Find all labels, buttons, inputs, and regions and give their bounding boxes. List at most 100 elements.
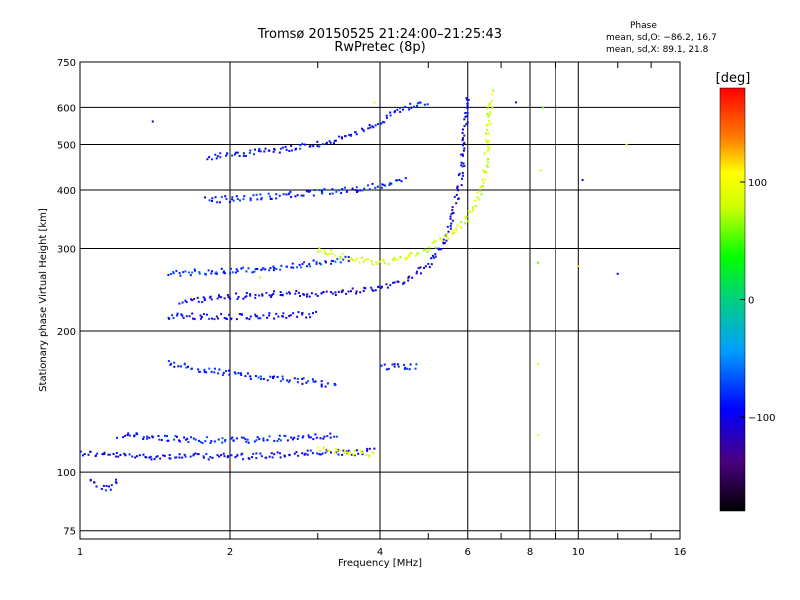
data-point bbox=[220, 296, 223, 299]
data-point bbox=[167, 360, 170, 363]
data-point bbox=[324, 143, 327, 145]
data-point bbox=[259, 452, 262, 455]
data-point bbox=[239, 372, 242, 375]
data-point bbox=[178, 456, 181, 459]
data-point bbox=[223, 455, 226, 458]
data-point bbox=[296, 266, 298, 269]
data-point bbox=[115, 478, 118, 481]
data-point bbox=[457, 189, 459, 192]
data-point bbox=[333, 384, 336, 387]
data-point bbox=[210, 158, 213, 161]
data-point bbox=[184, 270, 187, 273]
data-point bbox=[219, 152, 222, 155]
data-point bbox=[208, 367, 211, 370]
data-point bbox=[100, 488, 103, 490]
data-point bbox=[185, 315, 188, 318]
data-point bbox=[136, 455, 138, 458]
data-point bbox=[83, 453, 86, 455]
data-point bbox=[353, 450, 356, 452]
data-point bbox=[234, 271, 237, 274]
data-point bbox=[487, 123, 490, 126]
data-point bbox=[288, 315, 291, 317]
data-point bbox=[393, 365, 396, 368]
data-point bbox=[307, 434, 310, 437]
data-point bbox=[202, 456, 205, 459]
data-point bbox=[172, 317, 175, 320]
data-point bbox=[301, 142, 304, 145]
data-point bbox=[462, 149, 465, 152]
data-point bbox=[285, 193, 288, 196]
data-point bbox=[302, 194, 305, 197]
data-point bbox=[402, 108, 404, 111]
data-point bbox=[244, 438, 247, 441]
data-point bbox=[347, 290, 350, 293]
data-points bbox=[79, 89, 628, 492]
data-point bbox=[236, 151, 239, 154]
data-point bbox=[356, 190, 359, 193]
data-point bbox=[169, 457, 172, 460]
data-point bbox=[182, 271, 185, 274]
data-point bbox=[374, 124, 377, 127]
data-point bbox=[261, 294, 264, 297]
data-point bbox=[94, 454, 97, 457]
data-point bbox=[225, 154, 228, 157]
data-point bbox=[462, 174, 464, 177]
data-point bbox=[371, 451, 374, 454]
data-point bbox=[236, 298, 239, 300]
data-point bbox=[122, 436, 125, 439]
data-point bbox=[328, 140, 331, 143]
data-point bbox=[354, 259, 357, 262]
data-point bbox=[416, 252, 419, 255]
data-point bbox=[361, 127, 363, 130]
data-point bbox=[197, 453, 200, 456]
data-point bbox=[268, 435, 271, 438]
data-point bbox=[179, 440, 182, 443]
data-point bbox=[315, 310, 318, 313]
data-point bbox=[465, 123, 468, 126]
data-point bbox=[89, 479, 92, 482]
data-point bbox=[191, 299, 194, 302]
data-point bbox=[207, 269, 210, 272]
data-point bbox=[371, 263, 374, 266]
data-point bbox=[237, 372, 240, 375]
data-point bbox=[336, 449, 339, 452]
data-point bbox=[247, 441, 250, 444]
data-point bbox=[392, 281, 395, 284]
data-point bbox=[297, 435, 300, 438]
data-point bbox=[458, 172, 461, 175]
data-point bbox=[231, 436, 234, 439]
data-point bbox=[300, 266, 303, 269]
data-point bbox=[296, 377, 299, 380]
data-point bbox=[128, 434, 131, 437]
data-point bbox=[184, 438, 187, 441]
data-point bbox=[367, 184, 369, 187]
data-point bbox=[341, 453, 344, 456]
stats-heading: Phase bbox=[630, 21, 657, 31]
data-point bbox=[382, 120, 384, 123]
data-point bbox=[288, 453, 291, 456]
data-point bbox=[157, 435, 160, 437]
data-point bbox=[331, 192, 334, 195]
data-point bbox=[294, 195, 297, 198]
data-point bbox=[290, 144, 293, 147]
data-point bbox=[268, 294, 271, 297]
data-point bbox=[290, 436, 293, 439]
data-point bbox=[377, 123, 379, 125]
data-point bbox=[288, 379, 291, 382]
data-point bbox=[315, 436, 318, 439]
data-point bbox=[220, 454, 223, 457]
data-point bbox=[419, 266, 422, 269]
data-point bbox=[467, 210, 470, 213]
data-point bbox=[301, 452, 304, 455]
data-point bbox=[205, 371, 208, 374]
data-point bbox=[254, 293, 257, 296]
data-point bbox=[192, 317, 194, 320]
data-point bbox=[209, 442, 212, 444]
data-point bbox=[216, 201, 219, 204]
data-point bbox=[339, 449, 342, 452]
data-point bbox=[390, 182, 393, 185]
data-point bbox=[376, 185, 379, 188]
data-point bbox=[148, 456, 151, 459]
data-point bbox=[385, 116, 388, 119]
data-point bbox=[368, 454, 371, 457]
